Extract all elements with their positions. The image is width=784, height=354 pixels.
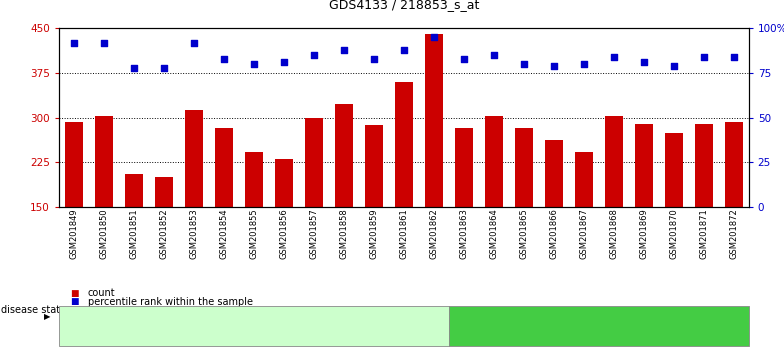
Point: [217, 56, 230, 62]
Bar: [425, 34, 443, 207]
Text: GDS4133 / 218853_s_at: GDS4133 / 218853_s_at: [328, 0, 479, 11]
Point: [667, 63, 680, 69]
Point: [728, 54, 740, 60]
Bar: [665, 133, 683, 207]
Point: [637, 59, 650, 65]
Point: [458, 56, 470, 62]
Point: [158, 65, 170, 70]
Bar: [365, 125, 383, 207]
Bar: [65, 122, 83, 207]
Text: percentile rank within the sample: percentile rank within the sample: [88, 297, 252, 307]
Bar: [635, 124, 653, 207]
Bar: [274, 159, 292, 207]
Point: [97, 40, 110, 45]
Bar: [575, 152, 593, 207]
Text: ■: ■: [71, 289, 79, 298]
Bar: [395, 82, 412, 207]
Bar: [485, 116, 503, 207]
Text: polycystic ovary syndrome: polycystic ovary syndrome: [528, 321, 669, 331]
Point: [397, 47, 410, 53]
Point: [608, 54, 620, 60]
Point: [248, 61, 260, 67]
Point: [517, 61, 530, 67]
Text: ▶: ▶: [44, 313, 50, 321]
Point: [278, 59, 290, 65]
Bar: [245, 152, 263, 207]
Point: [368, 56, 380, 62]
Point: [427, 34, 440, 40]
Bar: [335, 104, 353, 207]
Point: [67, 40, 80, 45]
Point: [187, 40, 200, 45]
Bar: [545, 140, 563, 207]
Text: count: count: [88, 288, 115, 298]
Text: ■: ■: [71, 297, 79, 307]
Point: [547, 63, 560, 69]
Bar: [604, 116, 622, 207]
Point: [307, 52, 320, 58]
Bar: [154, 177, 172, 207]
Point: [488, 52, 500, 58]
Bar: [305, 118, 323, 207]
Bar: [95, 116, 113, 207]
Bar: [724, 122, 742, 207]
Point: [128, 65, 140, 70]
Bar: [455, 128, 473, 207]
Point: [578, 61, 590, 67]
Bar: [695, 124, 713, 207]
Text: disease state: disease state: [1, 305, 66, 315]
Bar: [185, 110, 203, 207]
Bar: [215, 128, 233, 207]
Point: [698, 54, 710, 60]
Text: obese healthy controls: obese healthy controls: [194, 321, 314, 331]
Bar: [125, 174, 143, 207]
Point: [337, 47, 350, 53]
Bar: [515, 128, 533, 207]
